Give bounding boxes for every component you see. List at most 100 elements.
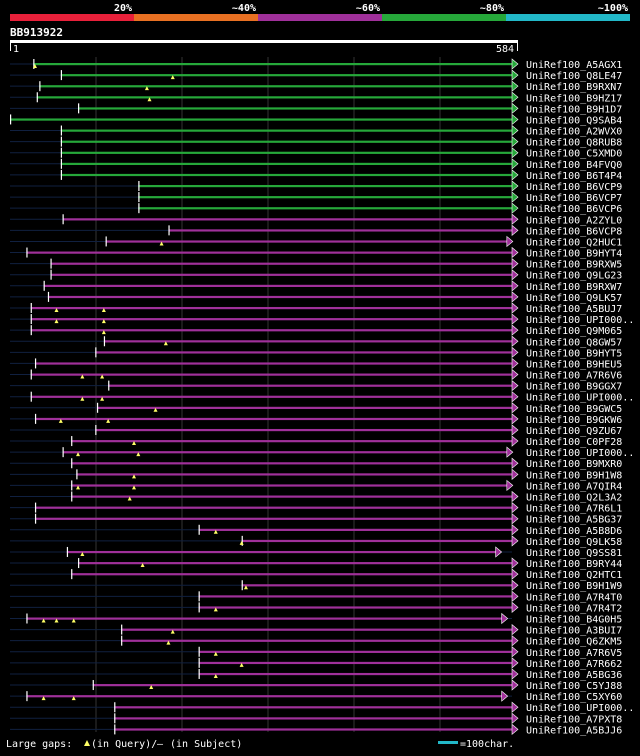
gap-marker — [131, 441, 136, 446]
hit-end-arrow — [511, 213, 519, 225]
hit-label: UniRef100_Q9SS81 — [526, 548, 622, 559]
hit-start-tick — [103, 336, 106, 347]
hit-end-arrow — [511, 657, 519, 669]
hit-end-arrow — [511, 102, 519, 115]
hit-start-tick — [60, 70, 63, 81]
hit-label: UniRef100_A5BUJ7 — [526, 304, 622, 315]
hit-label: UniRef100_A5BG37 — [526, 515, 622, 526]
hit-end-arrow — [511, 147, 519, 159]
hit-label: UniRef100_B9H1W8 — [526, 470, 622, 481]
gap-marker — [32, 64, 37, 68]
gap-marker — [166, 640, 171, 645]
hit-end-arrow — [511, 224, 519, 236]
hit-bar — [114, 717, 512, 720]
hit-label: UniRef100_B9GKW6 — [526, 415, 622, 426]
hit-start-tick — [66, 546, 69, 557]
hit-label: UniRef100_A5BJJ6 — [526, 725, 622, 736]
hit-end-arrow — [511, 402, 519, 414]
hit-start-tick — [71, 458, 73, 469]
gap-marker — [101, 319, 106, 324]
hit-bar — [138, 196, 512, 199]
hit-start-tick — [71, 569, 73, 580]
hit-end-arrow — [511, 701, 519, 713]
hit-end-arrow — [511, 468, 519, 480]
gap-marker — [239, 540, 244, 545]
hit-start-tick — [34, 358, 37, 369]
hit-end-arrow — [511, 91, 519, 103]
hit-end-arrow — [511, 191, 519, 203]
hit-start-tick — [30, 391, 32, 402]
gap-marker — [58, 418, 63, 423]
hit-end-arrow — [511, 357, 519, 370]
gap-marker — [213, 673, 218, 678]
gap-marker — [41, 696, 46, 701]
hit-label: UniRef100_Q8GW57 — [526, 337, 622, 348]
hit-start-tick — [114, 724, 116, 735]
hit-label: UniRef100_Q2HTC1 — [526, 570, 622, 581]
hit-start-tick — [78, 558, 80, 569]
hit-label: UniRef100_A5B8D6 — [526, 526, 622, 537]
hit-rows: UniRef100_A5AGX1UniRef100_Q8LE47UniRef10… — [10, 58, 634, 736]
hit-end-arrow — [506, 235, 514, 248]
hit-bar — [33, 63, 512, 66]
gap-marker — [54, 618, 59, 623]
hit-start-tick — [71, 436, 73, 447]
hit-start-tick — [96, 402, 99, 413]
query-end-tick — [517, 43, 518, 51]
hit-start-tick — [121, 624, 123, 635]
gap-marker — [170, 629, 175, 634]
hit-end-arrow — [511, 391, 519, 403]
hit-bar — [71, 573, 513, 576]
hit-label: UniRef100_A7R6V6 — [526, 371, 622, 382]
hit-label: UniRef100_A7R662 — [526, 659, 622, 670]
hit-label: UniRef100_A7PXT8 — [526, 714, 622, 725]
hit-bar — [34, 417, 513, 421]
hit-bar — [26, 695, 502, 698]
hit-start-tick — [26, 613, 28, 624]
gap-marker — [149, 685, 154, 690]
hit-label: UniRef100_B9HZ17 — [526, 93, 622, 104]
hit-start-tick — [30, 325, 32, 336]
hit-label: UniRef100_C5XY60 — [526, 692, 622, 703]
hit-bar — [30, 373, 512, 376]
hit-start-tick — [60, 158, 63, 169]
gap-marker — [136, 452, 141, 457]
hit-bar — [114, 706, 512, 709]
hit-end-arrow — [511, 623, 519, 636]
hit-bar — [26, 617, 502, 620]
hit-bar — [108, 384, 513, 387]
hit-bar — [198, 606, 513, 609]
hit-label: UniRef100_Q9LK58 — [526, 537, 622, 548]
hit-end-arrow — [511, 158, 519, 170]
gap-marker — [159, 241, 164, 246]
hit-end-arrow — [511, 457, 519, 469]
gap-marker — [239, 662, 244, 667]
legend-label: 20% — [114, 3, 132, 14]
legend-label: ~100% — [598, 3, 628, 14]
hit-label: UniRef100_A3BUI7 — [526, 626, 622, 637]
hit-label: UniRef100_A7R4T0 — [526, 592, 622, 603]
hit-label: UniRef100_B9HYT4 — [526, 249, 622, 260]
gap-marker — [41, 618, 46, 623]
hit-bar — [43, 284, 512, 287]
gap-marker — [213, 651, 218, 656]
hit-end-arrow — [511, 113, 519, 126]
hit-end-arrow — [511, 435, 519, 447]
hit-start-tick — [43, 280, 45, 291]
hit-label: UniRef100_B4G0H5 — [526, 615, 622, 626]
hit-bar — [71, 440, 513, 443]
hit-end-arrow — [511, 524, 519, 536]
hit-label: UniRef100_A2ZYL0 — [526, 215, 622, 226]
hit-bar — [198, 528, 513, 531]
hit-end-arrow — [511, 601, 519, 614]
hit-end-arrow — [506, 479, 514, 492]
hit-bar — [95, 428, 512, 432]
hit-bar — [168, 229, 513, 232]
hit-bar — [121, 628, 513, 631]
hit-bar — [71, 484, 507, 487]
hit-bar — [241, 584, 512, 587]
hit-bar — [60, 162, 513, 166]
hit-start-tick — [95, 347, 97, 358]
hit-end-arrow — [511, 590, 519, 602]
gap-marker — [163, 341, 168, 346]
